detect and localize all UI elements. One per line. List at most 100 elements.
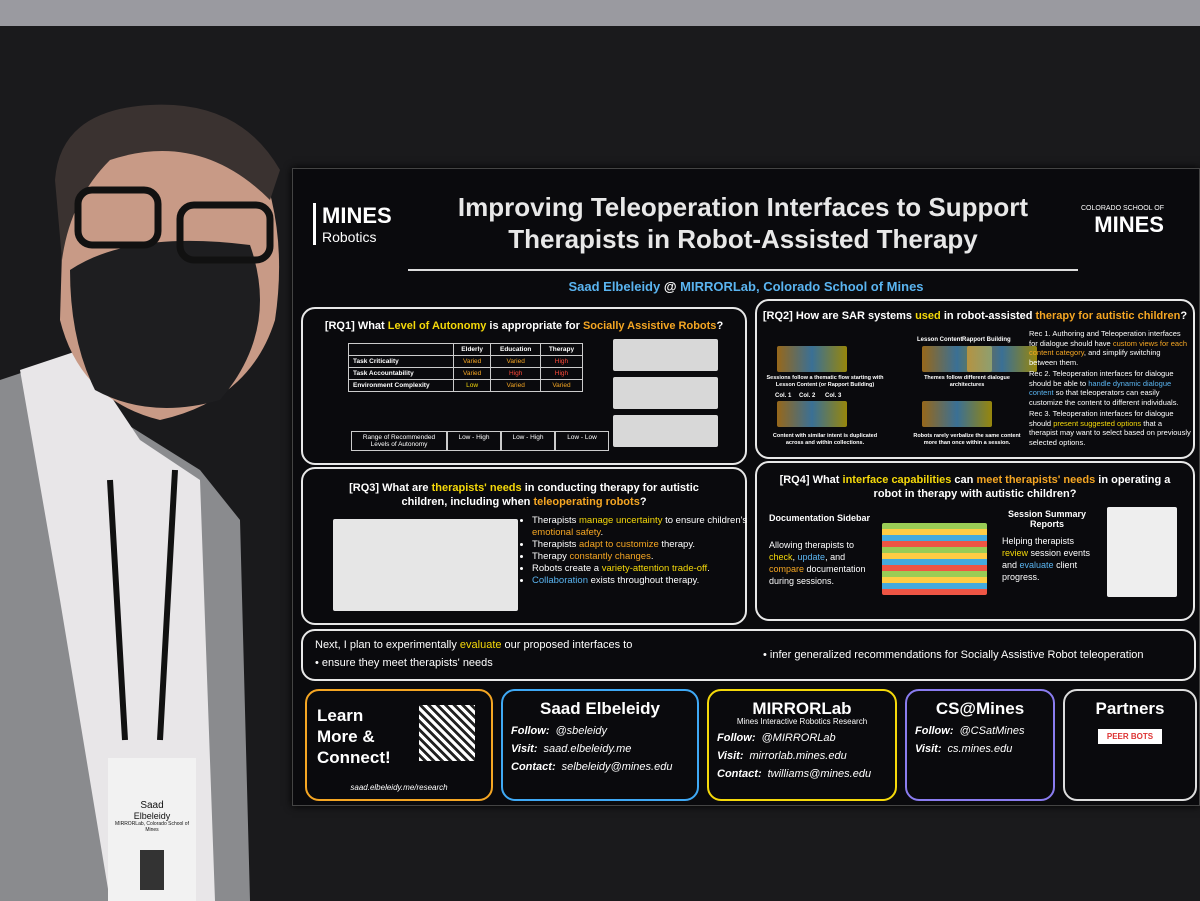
table-row: Environment Complexity Low Varied Varied bbox=[348, 379, 584, 392]
contact-value: cs.mines.edu bbox=[947, 743, 1013, 755]
text-segment: is appropriate for bbox=[486, 320, 583, 332]
contact-value: twilliams@mines.edu bbox=[767, 768, 872, 780]
table-cell: Low bbox=[452, 379, 492, 392]
finding: Therapists manage uncertainty to ensure … bbox=[532, 515, 757, 539]
text-segment: , bbox=[792, 552, 798, 562]
contact-label: Follow: bbox=[915, 725, 954, 737]
text-segment: Robots create a bbox=[532, 563, 602, 574]
range-row: Range of Recommended Levels of Autonomy L… bbox=[351, 431, 721, 451]
range-cell: Low - High bbox=[501, 431, 555, 451]
text-segment: that a therapist may want to select base… bbox=[1029, 418, 1191, 447]
rq1: [RQ1] What Level of Autonomy is appropri… bbox=[301, 307, 747, 465]
table-cell: High bbox=[490, 367, 541, 380]
text-segment: documentation during sessions. bbox=[769, 564, 866, 586]
contact-value: @MIRRORLab bbox=[761, 732, 836, 744]
table-header: Therapy bbox=[539, 343, 584, 356]
text-segment: Allowing therapists to bbox=[769, 540, 855, 550]
diagram bbox=[777, 346, 847, 372]
text-segment: variety-attention trade-off bbox=[601, 563, 708, 574]
text-segment: compare bbox=[769, 564, 805, 574]
logo-text: Robotics bbox=[322, 229, 377, 245]
text-segment: ? bbox=[639, 496, 647, 508]
text-segment: so that teleoperators can easily customi… bbox=[1029, 388, 1179, 407]
contact-line: Visit: cs.mines.edu bbox=[915, 743, 1045, 755]
table-cell: Varied bbox=[452, 367, 492, 380]
table-header: Elderly bbox=[452, 343, 492, 356]
text-segment: Helping therapists bbox=[1002, 536, 1075, 546]
learn-card: Learn More & Connect! saad.elbeleidy.me/… bbox=[305, 689, 493, 801]
diagram-label: Col. 1 bbox=[775, 393, 792, 399]
logo-text: MINES bbox=[1094, 212, 1164, 237]
partners-title: Partners bbox=[1095, 699, 1165, 718]
badge-text: Saad bbox=[140, 800, 164, 811]
contact-value: @sbeleidy bbox=[555, 725, 608, 737]
text-segment: check bbox=[769, 552, 793, 562]
contact-label: Contact: bbox=[511, 761, 556, 773]
logo-text: COLORADO SCHOOL OF bbox=[1081, 205, 1164, 212]
text-segment: , and bbox=[825, 552, 846, 562]
logo-right: COLORADO SCHOOL OF MINES bbox=[1081, 205, 1164, 238]
finding: Collaboration exists throughout therapy. bbox=[532, 575, 757, 587]
contact-label: Visit: bbox=[915, 743, 942, 755]
text-segment: [RQ3] What are bbox=[349, 482, 432, 494]
text-segment: [RQ4] What bbox=[779, 474, 843, 486]
learn-text: Learn More & Connect! bbox=[317, 706, 391, 767]
logo-left: MINES Robotics bbox=[313, 203, 392, 245]
contact-line: Contact: selbeleidy@mines.edu bbox=[511, 761, 689, 773]
contact-value: @CSatMines bbox=[959, 725, 1025, 737]
person bbox=[0, 104, 280, 901]
text-segment: review bbox=[1002, 548, 1029, 558]
contact-line: Visit: saad.elbeleidy.me bbox=[511, 743, 689, 755]
text-segment: . bbox=[707, 563, 710, 574]
text-segment: in operating a robot in therapy with aut… bbox=[873, 474, 1171, 500]
description: Helping therapists review session events… bbox=[1002, 535, 1102, 583]
url: saad.elbeleidy.me/research bbox=[350, 783, 448, 792]
contact-line: Follow: @sbeleidy bbox=[511, 725, 689, 737]
partners-card: Partners PEER BOTS bbox=[1063, 689, 1197, 801]
text-segment: . bbox=[650, 551, 654, 562]
caption: Content with similar intent is duplicate… bbox=[772, 433, 878, 446]
text-segment: therapy. bbox=[658, 539, 696, 550]
contact-card: Saad Elbeleidy Follow: @sbeleidy Visit: saad… bbox=[501, 689, 699, 801]
poster: MINES Robotics Improving Teleoperation I… bbox=[292, 168, 1200, 806]
subheading: Documentation Sidebar bbox=[769, 513, 871, 523]
text-segment: , and simplify switching between them. bbox=[1029, 348, 1161, 367]
contact-card: CS@Mines Follow: @CSatMines Visit: cs.mines.… bbox=[905, 689, 1055, 801]
range-label: Range of Recommended Levels of Autonomy bbox=[351, 431, 447, 451]
text-segment: Saad Elbeleidy bbox=[568, 279, 661, 294]
text-segment: Socially Assistive Robots bbox=[582, 320, 717, 332]
table-header bbox=[348, 343, 454, 356]
text-segment: client progress. bbox=[1002, 560, 1078, 582]
description: Allowing therapists to check, update, an… bbox=[769, 539, 879, 587]
text-segment: meet therapists' needs bbox=[976, 474, 1096, 486]
text-segment: our proposed interfaces to bbox=[501, 639, 633, 651]
table-row: Elderly Education Therapy bbox=[348, 343, 584, 356]
diagram-label: Lesson Content bbox=[917, 337, 963, 343]
card-subtitle: Mines Interactive Robotics Research bbox=[736, 717, 868, 726]
text-segment: Therapists bbox=[532, 515, 579, 526]
contact-line: Follow: @MIRRORLab bbox=[717, 732, 887, 744]
heading: [RQ4] What interface capabilities can me… bbox=[777, 473, 1173, 501]
text-segment: MIRRORLab, Colorado School of Mines bbox=[680, 279, 924, 294]
text-segment: manage uncertainty bbox=[579, 515, 663, 526]
finding: Therapists adapt to customize therapy. bbox=[532, 539, 757, 551]
contact-value: mirrorlab.mines.edu bbox=[749, 750, 847, 762]
table-cell: Varied bbox=[452, 355, 492, 368]
diagram-label: Col. 3 bbox=[825, 393, 842, 399]
recommendations: Rec 1. Authoring and Teleoperation inter… bbox=[1029, 329, 1191, 449]
next-item-text: infer generalized recommendations for So… bbox=[769, 649, 1144, 661]
contact-label: Visit: bbox=[511, 743, 538, 755]
text-segment: therapists' needs bbox=[431, 482, 522, 494]
table-row: Task Accountability Varied High High bbox=[348, 367, 584, 380]
recommendation: Rec 1. Authoring and Teleoperation inter… bbox=[1029, 329, 1191, 367]
author: Saad Elbeleidy @ MIRRORLab, Colorado Sch… bbox=[293, 279, 1199, 294]
diagram bbox=[922, 401, 992, 427]
text-segment: emotional safety bbox=[532, 527, 601, 538]
table-cell: Varied bbox=[490, 355, 541, 368]
next-item-text: ensure they meet therapists' needs bbox=[321, 657, 493, 669]
text-segment: to ensure children's bbox=[662, 515, 748, 526]
rq3: [RQ3] What are therapists' needs in cond… bbox=[301, 467, 747, 625]
contact-line: Follow: @CSatMines bbox=[915, 725, 1045, 737]
text-segment: [RQ1] What bbox=[324, 320, 388, 332]
